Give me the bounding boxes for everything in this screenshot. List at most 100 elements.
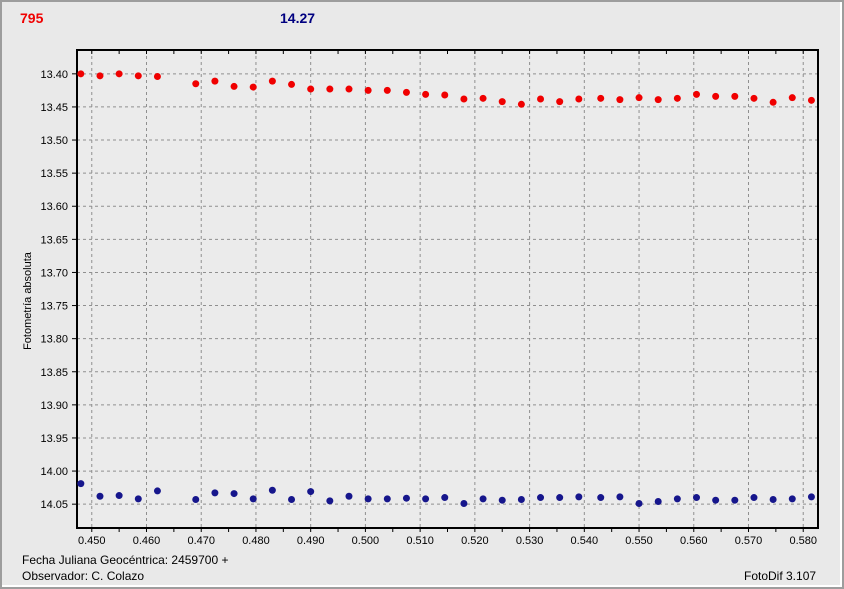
julian-date-label: Fecha Juliana Geocéntrica: 2459700 + [22, 553, 229, 567]
data-point-red [693, 90, 701, 98]
object-number-label: 795 [20, 10, 44, 26]
data-point-red [616, 96, 624, 104]
data-point-red [345, 85, 353, 93]
y-tick-label: 13.85 [40, 367, 68, 379]
data-point-blue [788, 495, 796, 503]
data-point-blue [750, 494, 758, 502]
data-point-blue [422, 495, 430, 503]
x-tick-label: 0.540 [571, 535, 599, 547]
y-tick-label: 13.90 [40, 400, 68, 412]
data-point-red [402, 88, 410, 96]
data-point-blue [807, 493, 815, 501]
y-tick-label: 14.05 [40, 499, 68, 511]
data-point-blue [288, 496, 296, 504]
data-point-red [153, 72, 161, 80]
plot-background [77, 50, 818, 528]
data-point-red [479, 94, 487, 102]
data-point-red [326, 85, 334, 93]
x-tick-label: 0.510 [406, 535, 434, 547]
data-point-blue [731, 496, 739, 504]
data-point-blue [460, 500, 468, 508]
app-version-label: FotoDif 3.107 [744, 569, 817, 583]
data-point-red [441, 91, 449, 99]
data-point-blue [326, 497, 334, 505]
data-point-red [597, 94, 605, 102]
x-tick-label: 0.480 [242, 535, 270, 547]
data-point-red [731, 92, 739, 100]
data-point-red [654, 96, 662, 104]
data-point-blue [96, 492, 104, 500]
data-point-blue [153, 487, 161, 495]
data-point-red [268, 77, 276, 85]
x-tick-label: 0.550 [625, 535, 653, 547]
data-point-red [307, 85, 315, 93]
comparison-magnitude-label: 14.27 [280, 10, 316, 26]
data-point-blue [654, 498, 662, 506]
data-point-red [192, 80, 200, 88]
data-point-blue [673, 495, 681, 503]
data-point-red [96, 72, 104, 80]
y-tick-label: 13.80 [40, 334, 68, 346]
data-point-blue [268, 486, 276, 494]
data-point-red [537, 95, 545, 103]
data-point-red [249, 83, 257, 91]
data-point-blue [597, 494, 605, 502]
data-point-red [77, 70, 85, 78]
y-tick-label: 13.75 [40, 301, 68, 313]
data-point-blue [712, 496, 720, 504]
data-point-blue [537, 494, 545, 502]
data-point-blue [115, 492, 123, 500]
x-tick-label: 0.580 [789, 535, 817, 547]
data-point-blue [307, 488, 315, 496]
data-point-red [635, 94, 643, 102]
data-point-blue [479, 495, 487, 503]
data-point-red [788, 94, 796, 102]
y-tick-label: 13.45 [40, 102, 68, 114]
data-point-red [230, 82, 238, 90]
y-tick-label: 13.65 [40, 234, 68, 246]
data-point-red [517, 100, 525, 108]
data-point-blue [441, 494, 449, 502]
data-point-red [750, 94, 758, 102]
y-tick-label: 13.55 [40, 168, 68, 180]
data-point-blue [364, 495, 372, 503]
data-point-red [556, 98, 564, 106]
data-point-blue [498, 496, 506, 504]
x-tick-label: 0.530 [516, 535, 544, 547]
data-point-red [498, 98, 506, 106]
data-point-red [422, 90, 430, 98]
data-point-red [712, 92, 720, 100]
data-point-blue [383, 495, 391, 503]
data-point-red [364, 86, 372, 94]
data-point-blue [693, 494, 701, 502]
data-point-red [211, 77, 219, 85]
data-point-red [807, 96, 815, 104]
y-tick-label: 13.95 [40, 433, 68, 445]
x-tick-label: 0.490 [297, 535, 325, 547]
data-point-blue [517, 496, 525, 504]
data-point-blue [556, 494, 564, 502]
data-point-red [460, 95, 468, 103]
data-point-red [115, 70, 123, 78]
data-point-blue [192, 496, 200, 504]
data-point-red [575, 95, 583, 103]
data-point-blue [249, 495, 257, 503]
data-point-blue [575, 493, 583, 501]
data-point-red [673, 94, 681, 102]
y-tick-label: 14.00 [40, 466, 68, 478]
data-point-blue [211, 489, 219, 497]
x-tick-label: 0.460 [133, 535, 161, 547]
x-tick-label: 0.560 [680, 535, 708, 547]
data-point-blue [134, 495, 142, 503]
observer-label: Observador: C. Colazo [22, 569, 145, 583]
data-point-red [383, 86, 391, 94]
data-point-red [134, 72, 142, 80]
y-tick-label: 13.60 [40, 201, 68, 213]
x-tick-label: 0.520 [461, 535, 489, 547]
data-point-blue [77, 480, 85, 488]
y-tick-label: 13.70 [40, 267, 68, 279]
data-point-blue [635, 500, 643, 508]
x-tick-label: 0.470 [187, 535, 215, 547]
